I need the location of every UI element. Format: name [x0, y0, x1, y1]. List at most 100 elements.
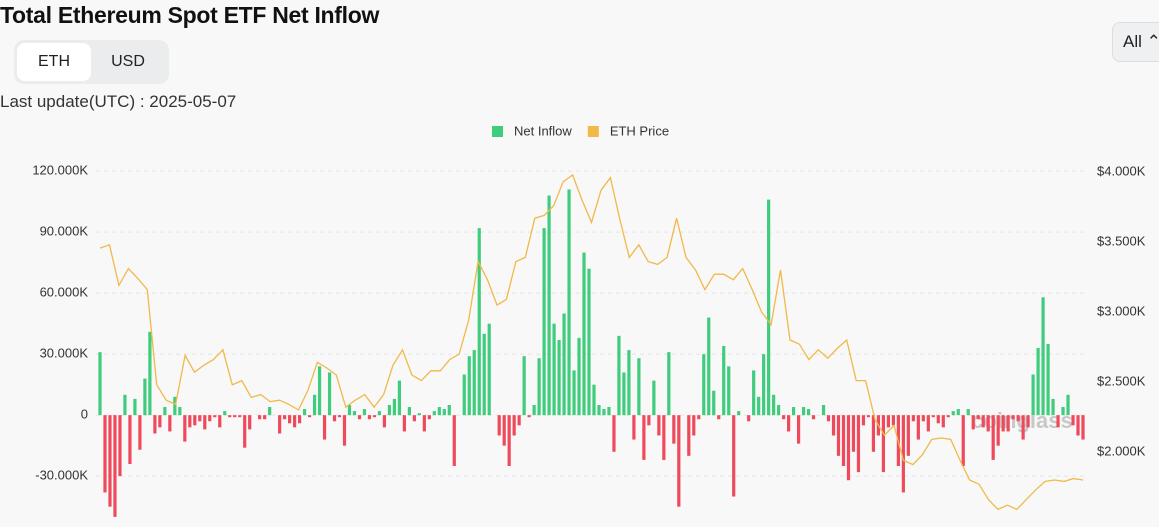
bar [442, 409, 446, 416]
y-tick-label: 0 [81, 407, 88, 422]
bar [427, 415, 431, 420]
bar [687, 415, 691, 456]
bar [547, 195, 551, 416]
bar [462, 374, 466, 416]
last-update: Last update(UTC) : 2025-05-07 [0, 92, 237, 111]
bar [522, 356, 526, 416]
bar [268, 407, 272, 416]
y-tick-label: -30.000K [35, 468, 88, 483]
bar [717, 415, 721, 420]
bar [412, 415, 416, 422]
bar [777, 405, 781, 416]
bar [1076, 415, 1080, 436]
bar [397, 380, 401, 416]
y2-tick-label: $3.500K [1097, 233, 1146, 248]
bar [662, 415, 666, 460]
legend-label: Net Inflow [514, 123, 572, 138]
y2-tick-label: $2.500K [1097, 373, 1146, 388]
bar [752, 370, 756, 416]
bar [327, 372, 332, 416]
y2-tick-label: $2.000K [1097, 443, 1146, 458]
bar [1026, 415, 1030, 428]
bar [582, 252, 586, 416]
bar [951, 411, 955, 416]
bar [861, 415, 866, 426]
bar [567, 189, 571, 416]
y-tick-label: 30.000K [40, 346, 89, 361]
bar [367, 415, 372, 420]
bar [1031, 374, 1035, 416]
bar [986, 415, 990, 432]
bar [103, 415, 107, 493]
bar [622, 372, 626, 416]
bar [637, 358, 641, 416]
bar [916, 415, 920, 440]
bar [392, 398, 397, 416]
bar [283, 415, 287, 420]
bar [243, 415, 247, 448]
bar [1066, 394, 1070, 416]
range-label: All [1123, 32, 1142, 51]
bar [337, 415, 342, 418]
bar [143, 378, 147, 416]
bar [647, 415, 651, 426]
bar [826, 415, 831, 422]
bar [782, 415, 786, 420]
bar [727, 366, 731, 416]
bar [961, 415, 965, 466]
bar [487, 323, 491, 416]
bar [1036, 348, 1040, 416]
bar [841, 415, 846, 466]
legend-label: ETH Price [610, 123, 669, 138]
bar [352, 411, 357, 416]
bar [552, 323, 556, 416]
bar [307, 415, 312, 418]
bar [991, 415, 995, 460]
bar [322, 415, 327, 440]
bar [607, 407, 611, 416]
legend-swatch [492, 126, 503, 137]
eth-button[interactable]: ETH [17, 43, 91, 81]
bar [572, 370, 576, 416]
bar [791, 407, 796, 416]
bar [652, 380, 656, 416]
bar [297, 415, 302, 424]
bar [806, 409, 811, 416]
bar [811, 415, 816, 420]
bar [926, 415, 930, 432]
unit-toggle: ETH USD [14, 40, 169, 84]
bar [527, 415, 531, 418]
usd-button[interactable]: USD [111, 53, 145, 70]
bar [193, 415, 197, 426]
bar [632, 415, 636, 440]
bar [732, 415, 736, 497]
bar [702, 354, 706, 416]
bar [248, 415, 252, 430]
page-title: Total Ethereum Spot ETF Net Inflow [0, 2, 380, 28]
bar [906, 415, 910, 456]
bar [238, 415, 242, 418]
legend-swatch [587, 126, 599, 137]
y-tick-label: 90.000K [40, 224, 89, 239]
bar [642, 415, 646, 460]
y-tick-label: 60.000K [40, 285, 89, 300]
bar [1081, 415, 1085, 440]
bar [667, 352, 671, 416]
bar [357, 415, 362, 420]
bar [472, 350, 476, 416]
bar [821, 405, 826, 416]
bar [477, 228, 481, 416]
bar [786, 415, 791, 432]
bar [747, 415, 751, 422]
bar [976, 415, 980, 420]
bar [931, 415, 935, 418]
bar [697, 415, 701, 420]
range-select[interactable]: All ⌃ [1112, 22, 1159, 62]
bar [996, 415, 1000, 446]
bar [422, 415, 426, 432]
bar [981, 415, 985, 428]
bar [891, 415, 895, 426]
bar [173, 396, 177, 416]
